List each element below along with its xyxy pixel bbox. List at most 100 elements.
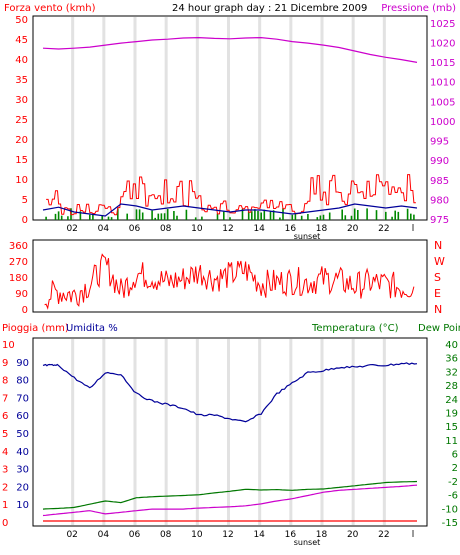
y-tick-wind-0: 0 — [22, 215, 28, 226]
gridband-p1-14 — [258, 17, 262, 219]
y-tick-humidity-10: 10 — [16, 500, 29, 511]
gridband-p3-10 — [195, 339, 199, 525]
axis-ticks: 02 04 06 08 10 12 14 16 18 20 22 lsunset05101520253… — [2, 15, 458, 547]
left-axis-label-rain: Pioggia (mm) — [2, 323, 69, 334]
right-axis-label-dewpoint: Dew Point — [418, 323, 460, 334]
y-tick-temp-6: 11 — [445, 436, 458, 447]
y-tick-temp-12: 36 — [445, 354, 458, 365]
y-tick-wind-45: 45 — [15, 35, 28, 46]
y-tick-temp-10: 28 — [445, 381, 458, 392]
y-tick-dir-180: 180 — [9, 273, 28, 284]
series-line-p3-0 — [42, 362, 418, 423]
y-tick-rain-7: 7 — [2, 393, 8, 404]
y-tick-temp-11: 32 — [445, 367, 458, 378]
panel3-grid — [71, 339, 386, 525]
y-tick-rain-3: 3 — [2, 465, 8, 476]
y-tick-temp-8: 19 — [445, 408, 458, 419]
y-tick-wind-5: 5 — [22, 195, 28, 206]
panel2-marks — [44, 253, 415, 310]
x-tick-p3-10: 10 — [191, 530, 203, 540]
panel1-grid — [71, 17, 386, 219]
sunset-label-p3: sunset — [294, 538, 321, 547]
y-tick-compass-4: N — [434, 303, 442, 316]
gridband-p1-12 — [227, 17, 230, 219]
y-tick-pressure-1000: 1000 — [430, 117, 455, 128]
y-tick-rain-1: 1 — [2, 500, 8, 511]
y-tick-compass-1: W — [434, 255, 445, 268]
series-line-p1-0 — [42, 36, 418, 63]
y-tick-rain-4: 4 — [2, 447, 8, 458]
wind-gust-line — [46, 174, 416, 216]
y-tick-dir-360: 360 — [9, 241, 28, 252]
y-tick-pressure-1005: 1005 — [430, 97, 455, 108]
y-tick-temp-9: 24 — [445, 395, 458, 406]
x-tick-p3-02: 02 — [66, 530, 77, 540]
gridband-p1-18 — [320, 17, 324, 219]
y-tick-rain-6: 6 — [2, 411, 8, 422]
x-tick-p1-18: 18 — [316, 224, 328, 234]
gridband-p3-20 — [351, 339, 355, 525]
y-tick-dir-0: 0 — [22, 305, 28, 316]
x-tick-p3-16: 16 — [285, 530, 297, 540]
x-tick-p3-18: 18 — [316, 530, 328, 540]
x-tick-p1-20: 20 — [347, 224, 359, 234]
x-tick-p1-04: 04 — [98, 224, 110, 234]
right-axis-label-temperature: Temperatura (°C) — [311, 323, 399, 334]
y-tick-humidity-90: 90 — [16, 358, 29, 369]
x-tick-p1-10: 10 — [191, 224, 203, 234]
y-tick-wind-20: 20 — [15, 135, 28, 146]
y-tick-humidity-30: 30 — [16, 465, 29, 476]
gridband-p3-22 — [382, 339, 386, 525]
right-axis-label-pressure: Pressione (mb) — [381, 3, 456, 14]
y-tick-temp-2: -6 — [448, 491, 458, 502]
y-tick-pressure-975: 975 — [430, 215, 449, 226]
x-tick-p1-end: l — [412, 224, 415, 234]
gridband-p1-04 — [102, 17, 106, 219]
y-tick-wind-25: 25 — [15, 115, 28, 126]
y-tick-wind-10: 10 — [15, 175, 28, 186]
y-tick-temp-3: -2 — [448, 477, 458, 488]
series-line-p3-2 — [42, 484, 418, 517]
y-tick-compass-0: N — [434, 239, 442, 252]
x-tick-p1-12: 12 — [222, 224, 233, 234]
y-tick-rain-8: 8 — [2, 376, 8, 387]
x-tick-p3-22: 22 — [378, 530, 389, 540]
y-tick-rain-2: 2 — [2, 482, 8, 493]
y-tick-pressure-1010: 1010 — [430, 78, 455, 89]
wind-fill-bars — [45, 208, 415, 220]
gridband-p3-18 — [320, 339, 324, 525]
y-tick-pressure-995: 995 — [430, 137, 449, 148]
gridband-p3-06 — [133, 339, 137, 525]
x-tick-p3-14: 14 — [253, 530, 265, 540]
left-axis-label-humidity: Umidita % — [66, 323, 118, 334]
x-tick-p1-06: 06 — [129, 224, 141, 234]
sunset-label-p1: sunset — [294, 232, 321, 241]
y-tick-temp-7: 15 — [445, 422, 458, 433]
y-tick-pressure-980: 980 — [430, 195, 449, 206]
y-tick-dir-90: 90 — [15, 289, 28, 300]
panel1-marks — [42, 36, 418, 220]
x-tick-p1-14: 14 — [253, 224, 265, 234]
y-tick-temp-5: 6 — [452, 450, 458, 461]
y-tick-rain-0: 0 — [2, 518, 8, 529]
left-axis-label-wind: Forza vento (kmh) — [4, 3, 96, 14]
y-tick-compass-2: S — [434, 271, 441, 284]
y-tick-wind-30: 30 — [15, 95, 28, 106]
x-tick-p1-08: 08 — [160, 224, 172, 234]
y-tick-humidity-50: 50 — [16, 429, 29, 440]
y-tick-humidity-80: 80 — [16, 376, 29, 387]
gridband-p3-16 — [289, 339, 293, 525]
y-tick-wind-40: 40 — [15, 55, 28, 66]
gridband-p1-02 — [71, 17, 75, 219]
gridband-p1-20 — [351, 17, 355, 219]
gridband-p3-04 — [102, 339, 106, 525]
gridband-p1-06 — [133, 17, 137, 219]
gridband-p1-10 — [195, 17, 199, 219]
x-tick-p3-08: 08 — [160, 530, 172, 540]
x-tick-p1-02: 02 — [66, 224, 77, 234]
y-tick-dir-270: 270 — [9, 257, 28, 268]
gridband-p3-14 — [258, 339, 262, 525]
y-tick-pressure-1015: 1015 — [430, 58, 455, 69]
